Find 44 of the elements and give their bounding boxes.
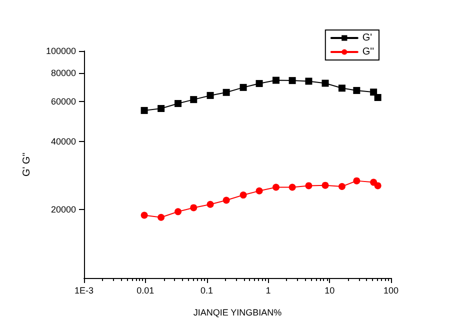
y-tick-label: 60000 — [50, 96, 76, 106]
point — [140, 106, 148, 114]
point — [206, 200, 214, 208]
point — [338, 84, 346, 92]
x-axis-title: JIANQIE YINGBIAN% — [193, 308, 282, 318]
point — [174, 100, 182, 108]
x-tick-label: 1 — [266, 286, 271, 296]
y-tick-label: 100000 — [46, 46, 76, 56]
point — [222, 88, 230, 96]
point — [158, 105, 165, 112]
point — [256, 80, 263, 88]
y-tick-label: 40000 — [50, 136, 76, 146]
x-tick-label: 0.01 — [136, 286, 154, 296]
y-tick-label: 80000 — [50, 68, 76, 78]
point — [370, 88, 378, 96]
point — [190, 204, 198, 212]
legend-label: G' — [362, 32, 372, 44]
y-axis-title: G' G'' — [22, 152, 32, 177]
point — [206, 92, 214, 99]
point — [322, 182, 329, 189]
legend-label: G'' — [362, 46, 374, 58]
point — [272, 184, 280, 191]
x-tick-label: 100 — [383, 286, 399, 296]
y-tick-label: 20000 — [50, 204, 76, 215]
point — [288, 184, 296, 191]
point — [338, 182, 346, 190]
point — [256, 187, 263, 194]
x-tick-label: 10 — [324, 286, 335, 296]
point — [174, 208, 182, 216]
point — [353, 177, 360, 184]
x-tick-label: 0.1 — [200, 286, 214, 296]
point — [322, 80, 329, 87]
point — [272, 76, 280, 84]
point — [140, 212, 148, 219]
point — [240, 192, 247, 199]
point — [158, 214, 165, 221]
point — [222, 196, 230, 204]
point — [190, 96, 198, 104]
x-tick-label: 1E-3 — [74, 286, 94, 296]
point — [240, 84, 247, 91]
point — [353, 86, 360, 94]
point — [305, 182, 312, 190]
point — [305, 78, 312, 85]
point — [288, 77, 296, 84]
